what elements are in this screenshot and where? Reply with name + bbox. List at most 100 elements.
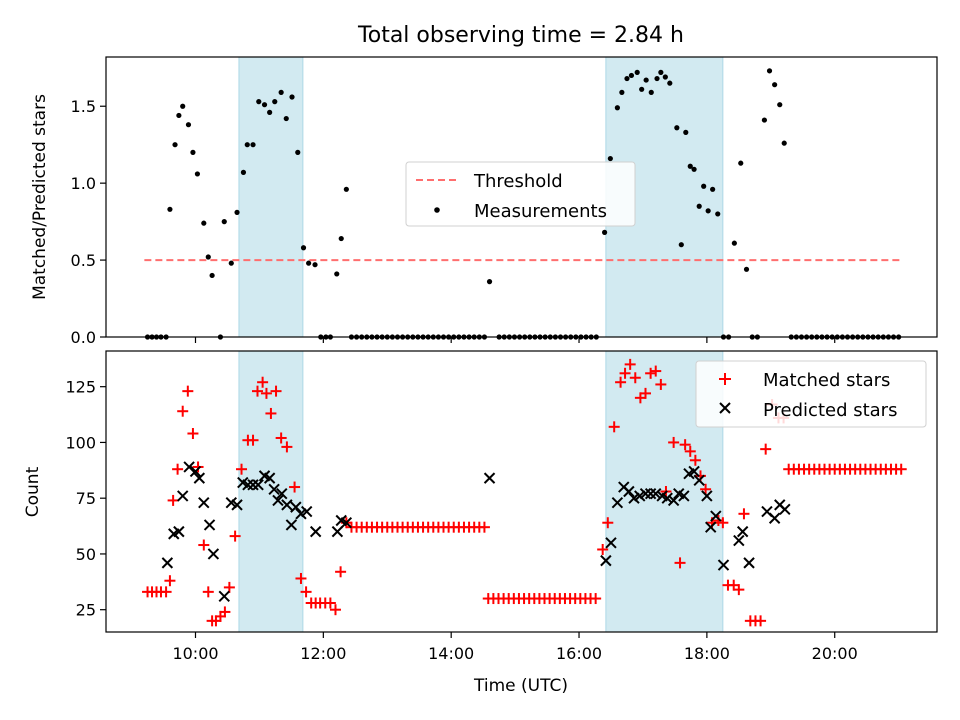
matched-point (602, 517, 614, 529)
predicted-point (710, 510, 722, 522)
y-tick-label: 50 (76, 545, 96, 564)
predicted-point (705, 521, 717, 533)
predicted-point (483, 472, 496, 484)
measurements-legend-label: Measurements (474, 201, 607, 222)
measurement-point (306, 260, 312, 266)
measurement-point (624, 75, 630, 82)
measurement-point (674, 125, 680, 131)
predicted-point (623, 485, 635, 498)
matched-point (684, 445, 696, 457)
predicted-legend-swatch (719, 402, 731, 414)
measurement-point (701, 183, 707, 189)
predicted-point (701, 490, 713, 502)
predicted-point (600, 554, 612, 567)
predicted-point (247, 479, 259, 491)
predicted-point (276, 488, 288, 500)
measurement-point (743, 266, 750, 272)
predicted-point (639, 488, 652, 500)
measurement-point (648, 89, 654, 95)
x-axis-label: Time (UTC) (473, 676, 568, 696)
matched-point (717, 517, 729, 529)
top-legend-box (405, 161, 636, 227)
matched-point (229, 530, 241, 542)
measurement-point (209, 272, 215, 279)
y-tick-label: 125 (65, 378, 96, 397)
bottom-y-axis-label: Count (23, 466, 43, 517)
measurement-point (643, 77, 649, 83)
predicted-point (667, 494, 680, 507)
predicted-point (733, 534, 745, 547)
measurement-point (244, 142, 250, 148)
matched-point (755, 615, 767, 627)
predicted-point (281, 499, 293, 511)
measurement-point (614, 105, 620, 111)
measurement-point (662, 74, 668, 80)
measurement-point (300, 245, 307, 251)
y-tick-label: 75 (76, 489, 96, 508)
matched-point (329, 604, 341, 616)
measurement-point (691, 166, 697, 172)
measurement-point (628, 72, 635, 79)
matched-point (590, 593, 602, 605)
predicted-point (678, 490, 690, 502)
matched-point (236, 463, 248, 475)
measurement-point (715, 211, 721, 217)
predicted-point (644, 488, 657, 500)
measurement-point (295, 149, 301, 155)
measurement-point (766, 68, 773, 74)
matched-point (202, 586, 214, 598)
measurement-point (343, 186, 349, 192)
predicted-point (231, 499, 243, 511)
matched-point (223, 581, 235, 593)
matched-point (182, 385, 194, 397)
predicted-point (611, 496, 624, 509)
predicted-point (605, 537, 617, 549)
measurement-point (167, 206, 173, 212)
matched-point (335, 566, 347, 578)
matched-point (160, 586, 172, 598)
measurements-legend-swatch (434, 207, 440, 213)
bottom-y-axis-ticks: 25 50 75 100 125 (65, 378, 106, 620)
measurement-point (190, 149, 196, 155)
predicted-point (688, 465, 700, 478)
x-tick-label: 10:00 (172, 644, 218, 663)
predicted-point (268, 483, 280, 495)
predicted-point (736, 525, 749, 538)
matched-point (619, 367, 631, 379)
matched-point (655, 378, 667, 390)
predicted-point (263, 472, 276, 484)
measurement-point (602, 229, 608, 235)
y-tick-label: 25 (76, 601, 96, 620)
matched-point (738, 508, 750, 520)
matched-point (700, 483, 712, 495)
matched-point (324, 597, 336, 609)
predicted-point (743, 557, 755, 569)
y-tick-label: 1.0 (71, 174, 96, 193)
matched-point (281, 441, 293, 453)
top-legend: Threshold Measurements (405, 161, 636, 227)
measurement-point (705, 208, 711, 214)
matched-point (640, 387, 652, 399)
matched-point (172, 463, 184, 475)
measurement-point (172, 142, 178, 148)
predicted-point (272, 494, 284, 507)
threshold-legend-label: Threshold (473, 171, 563, 192)
matched-point (597, 543, 609, 555)
matched-point (668, 436, 680, 448)
x-tick-label: 12:00 (300, 644, 346, 663)
matched-point (257, 376, 269, 388)
measurement-point (639, 86, 645, 92)
matched-point (615, 376, 627, 388)
shaded-interval (238, 56, 304, 338)
bottom-axes-frame (105, 350, 938, 633)
measurement-point (250, 142, 256, 148)
chart-title: Total observing time = 2.84 h (357, 23, 684, 48)
measurement-point (731, 240, 737, 246)
predicted-point (285, 519, 298, 531)
measurement-point (678, 242, 684, 248)
measurement-point (240, 169, 247, 175)
predicted-point (779, 503, 791, 516)
x-tick-label: 20:00 (812, 644, 858, 663)
top-x-axis-ticks (194, 337, 836, 343)
measurement-point (221, 219, 227, 225)
